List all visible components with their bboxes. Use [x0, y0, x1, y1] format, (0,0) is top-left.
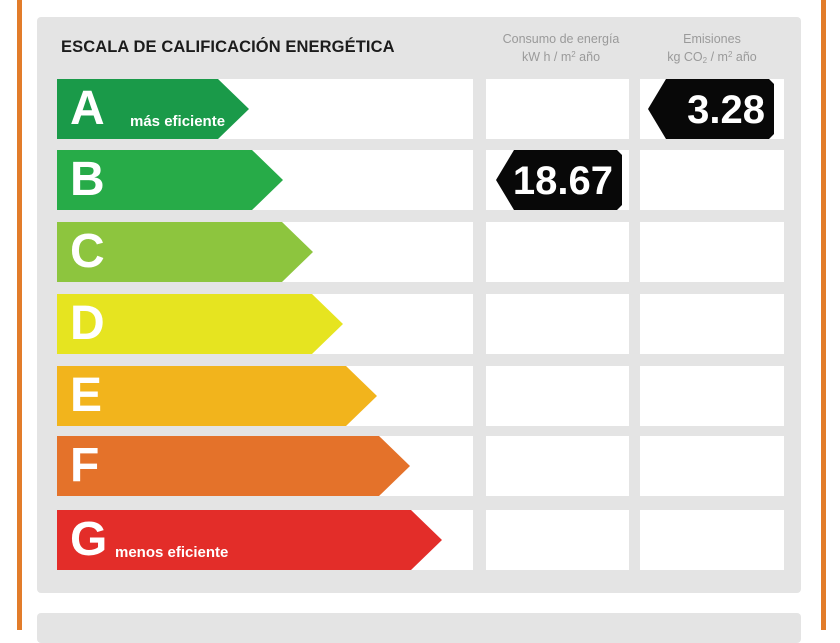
emisiones-header-title: Emisiones: [683, 32, 741, 46]
consumo-cell-g: [486, 510, 629, 570]
page-title: ESCALA DE CALIFICACIÓN ENERGÉTICA: [61, 38, 395, 56]
rating-row-f: F: [0, 436, 840, 496]
emisiones-cell-e: [640, 366, 784, 426]
rating-sublabel-a: más eficiente: [130, 113, 226, 130]
rating-letter-g: G: [70, 513, 108, 566]
rating-letter-f: F: [70, 439, 100, 492]
rating-letter-e: E: [70, 369, 103, 422]
rating-arrow-b: B: [57, 150, 283, 210]
scale-cell-b: B: [57, 150, 473, 210]
rating-arrow-d: D: [57, 294, 343, 354]
emisiones-cell-c: [640, 222, 784, 282]
frame-left-border: [17, 0, 22, 630]
rating-sublabel-g: menos eficiente: [115, 544, 229, 561]
rating-arrow-f: F: [57, 436, 410, 496]
emisiones-cell-a: 3.28: [640, 79, 784, 139]
consumo-cell-d: [486, 294, 629, 354]
consumo-cell-c: [486, 222, 629, 282]
emisiones-column-header: Emisiones kg CO2 / m2 año: [640, 32, 784, 68]
rating-letter-a: A: [70, 82, 105, 135]
emisiones-cell-b: [640, 150, 784, 210]
emisiones-value-tag: 3.28: [648, 79, 774, 139]
rating-arrow-e: E: [57, 366, 377, 426]
emisiones-cell-f: [640, 436, 784, 496]
rating-row-d: D: [0, 294, 840, 354]
rating-row-b: B 18.67: [0, 150, 840, 210]
rating-letter-b: B: [70, 153, 105, 206]
rating-letter-c: C: [70, 225, 105, 278]
consumo-cell-f: [486, 436, 629, 496]
emisiones-cell-g: [640, 510, 784, 570]
consumo-header-title: Consumo de energía: [502, 32, 620, 46]
rating-row-c: C: [0, 222, 840, 282]
scale-cell-f: F: [57, 436, 473, 496]
scale-cell-d: D: [57, 294, 473, 354]
scale-cell-c: C: [57, 222, 473, 282]
consumo-value-tag: 18.67: [496, 150, 622, 210]
consumo-header-unit: kW h / m2 año: [521, 50, 601, 64]
consumo-cell-a: [486, 79, 629, 139]
emisiones-cell-d: [640, 294, 784, 354]
consumo-cell-e: [486, 366, 629, 426]
emisiones-header-unit: kg CO2 / m2 año: [667, 50, 757, 65]
consumo-cell-b: 18.67: [486, 150, 629, 210]
frame-right-border: [821, 0, 826, 630]
rating-arrow-c: C: [57, 222, 313, 282]
scale-cell-e: E: [57, 366, 473, 426]
rating-row-e: E: [0, 366, 840, 426]
consumo-column-header: Consumo de energía kW h / m2 año: [486, 32, 636, 65]
rating-letter-d: D: [70, 297, 105, 350]
lower-panel: [37, 613, 801, 643]
